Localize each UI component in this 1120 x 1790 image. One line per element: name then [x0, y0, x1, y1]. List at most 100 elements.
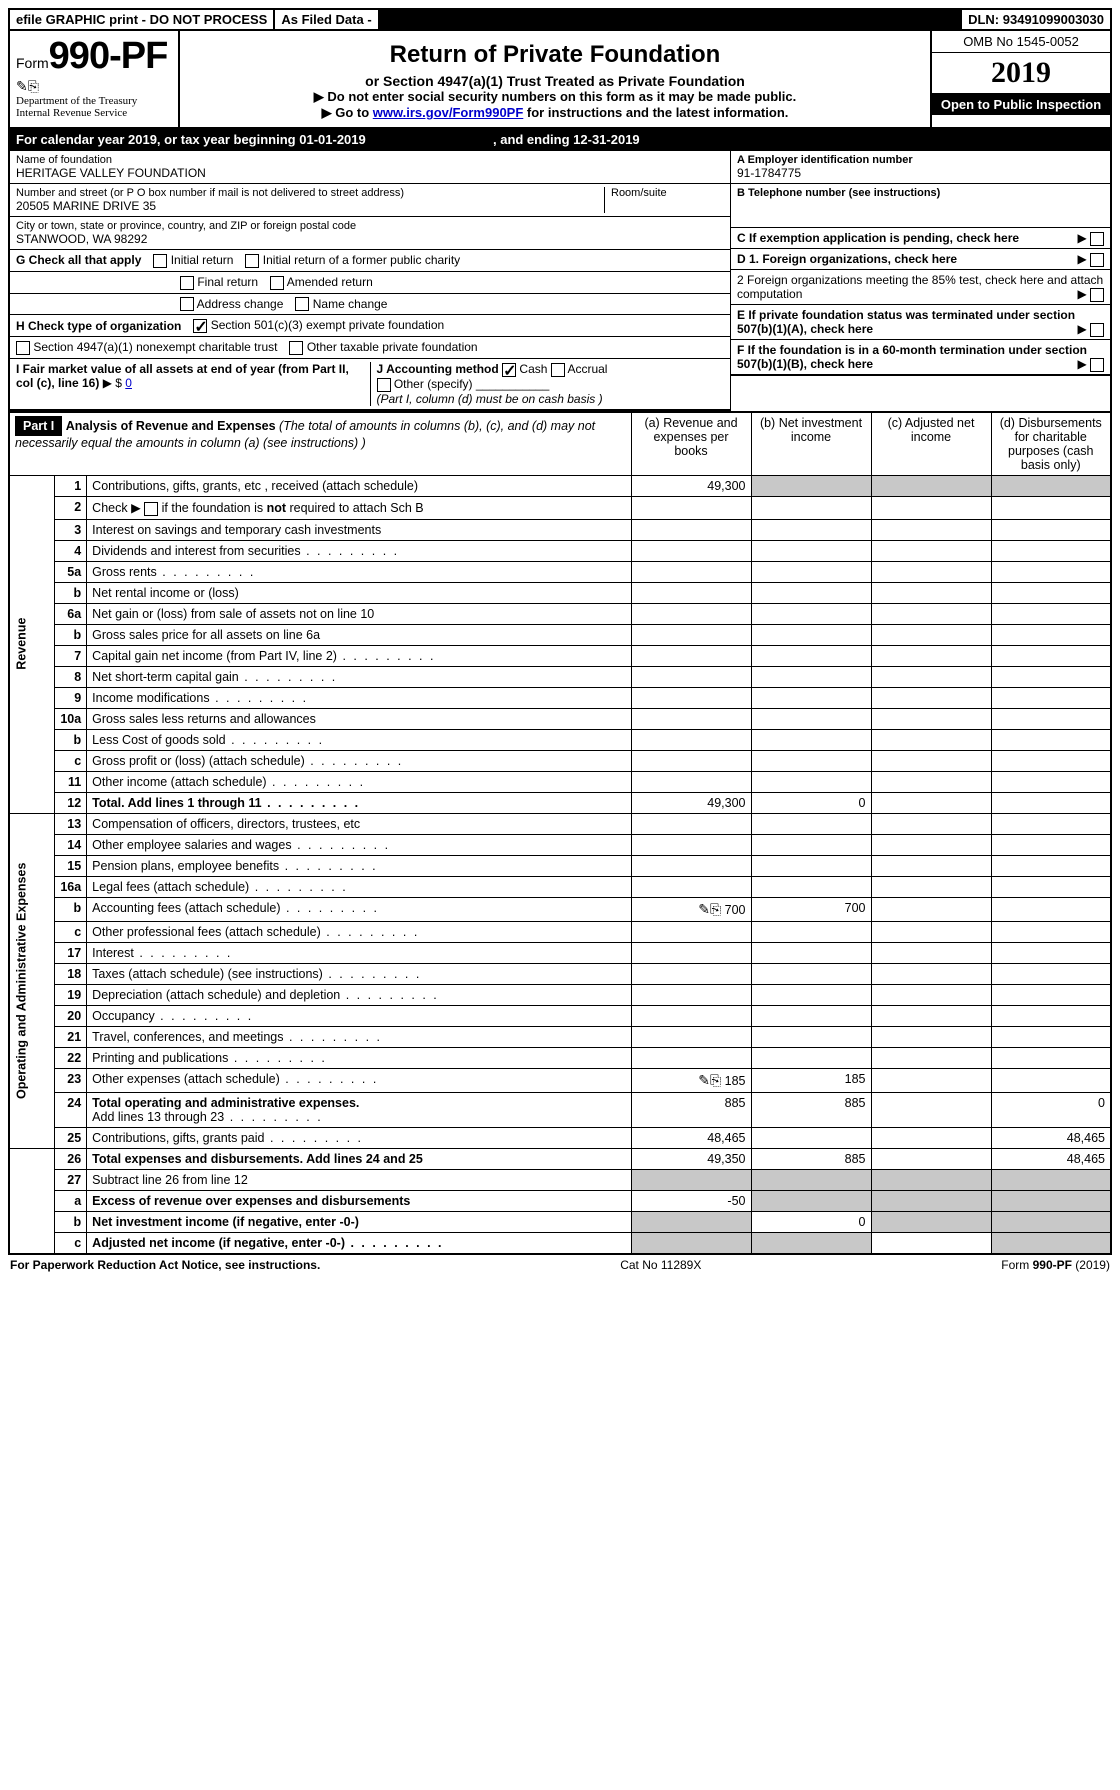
attachment-icon[interactable]: ✎⎘ — [698, 901, 721, 917]
calendar-year-row: For calendar year 2019, or tax year begi… — [8, 129, 1112, 151]
table-row: 18Taxes (attach schedule) (see instructi… — [9, 963, 1111, 984]
form-title: Return of Private Foundation — [186, 41, 924, 69]
address-row: Number and street (or P O box number if … — [10, 184, 730, 217]
table-row: aExcess of revenue over expenses and dis… — [9, 1190, 1111, 1211]
form-meta-block: OMB No 1545-0052 2019 Open to Public Ins… — [930, 31, 1110, 127]
checkbox-status-terminated[interactable] — [1090, 323, 1104, 337]
table-row: bNet investment income (if negative, ent… — [9, 1211, 1111, 1232]
dln: DLN: 93491099003030 — [962, 10, 1110, 29]
paperwork-notice: For Paperwork Reduction Act Notice, see … — [10, 1258, 320, 1272]
checkbox-amended[interactable] — [270, 276, 284, 290]
section-i-label: I Fair market value of all assets at end… — [16, 362, 349, 390]
form-id-block: Form990-PF ✎⎘ Department of the Treasury… — [10, 31, 180, 127]
attachment-icon[interactable]: ✎⎘ — [698, 1072, 721, 1088]
table-row: 5aGross rents — [9, 561, 1111, 582]
page-footer: For Paperwork Reduction Act Notice, see … — [8, 1255, 1112, 1275]
city-cell: City or town, state or province, country… — [10, 217, 730, 250]
checkbox-other-taxable[interactable] — [289, 341, 303, 355]
public-inspection: Open to Public Inspection — [932, 94, 1110, 115]
table-row: 7Capital gain net income (from Part IV, … — [9, 645, 1111, 666]
table-row: 16aLegal fees (attach schedule) — [9, 876, 1111, 897]
col-b-header: (b) Net investment income — [751, 412, 871, 476]
table-row: 24 Total operating and administrative ex… — [9, 1092, 1111, 1127]
section-j-note: (Part I, column (d) must be on cash basi… — [377, 392, 603, 406]
checkbox-4947a1[interactable] — [16, 341, 30, 355]
checkbox-name-change[interactable] — [295, 297, 309, 311]
checkbox-501c3[interactable] — [193, 319, 207, 333]
table-row: bLess Cost of goods sold — [9, 729, 1111, 750]
section-g-row2: Final return Amended return — [10, 272, 730, 294]
table-row: cAdjusted net income (if negative, enter… — [9, 1232, 1111, 1254]
checkbox-initial-former[interactable] — [245, 254, 259, 268]
section-d1: D 1. Foreign organizations, check here ▶ — [731, 249, 1110, 270]
form-header: Form990-PF ✎⎘ Department of the Treasury… — [8, 31, 1112, 129]
form-ref: Form 990-PF (2019) — [1001, 1258, 1110, 1272]
checkbox-exemption-pending[interactable] — [1090, 232, 1104, 246]
table-row: Operating and Administrative Expenses 13… — [9, 813, 1111, 834]
form-title-block: Return of Private Foundation or Section … — [180, 31, 930, 127]
instr-2: Go to www.irs.gov/Form990PF for instruct… — [186, 105, 924, 121]
checkbox-85pct[interactable] — [1090, 288, 1104, 302]
section-j-label: J Accounting method — [377, 362, 499, 376]
efile-notice: efile GRAPHIC print - DO NOT PROCESS — [10, 10, 275, 29]
street-address: 20505 MARINE DRIVE 35 — [16, 199, 604, 213]
checkbox-other-method[interactable] — [377, 378, 391, 392]
dept-irs: Internal Revenue Service — [16, 107, 172, 119]
form-prefix: Form — [16, 55, 49, 71]
checkbox-60month[interactable] — [1090, 358, 1104, 372]
table-row: 8Net short-term capital gain — [9, 666, 1111, 687]
checkbox-cash[interactable] — [502, 363, 516, 377]
section-c: C If exemption application is pending, c… — [731, 228, 1110, 249]
table-row: 10aGross sales less returns and allowanc… — [9, 708, 1111, 729]
section-d2: 2 Foreign organizations meeting the 85% … — [731, 270, 1110, 305]
table-row: bAccounting fees (attach schedule) ✎⎘ 70… — [9, 897, 1111, 921]
section-h: H Check type of organization Section 501… — [10, 315, 730, 337]
table-row: 3Interest on savings and temporary cash … — [9, 519, 1111, 540]
ein-cell: A Employer identification number 91-1784… — [731, 151, 1110, 184]
section-g-row3: Address change Name change — [10, 294, 730, 316]
expenses-section-label: Operating and Administrative Expenses — [9, 813, 55, 1148]
phone-cell: B Telephone number (see instructions) — [731, 184, 1110, 228]
checkbox-accrual[interactable] — [551, 363, 565, 377]
table-row: 21Travel, conferences, and meetings — [9, 1026, 1111, 1047]
attachment-icon[interactable]: ✎⎘ — [16, 78, 172, 95]
foundation-name-cell: Name of foundation HERITAGE VALLEY FOUND… — [10, 151, 730, 184]
as-filed: As Filed Data - — [275, 10, 379, 29]
checkbox-final-return[interactable] — [180, 276, 194, 290]
checkbox-schb[interactable] — [144, 502, 158, 516]
omb-number: OMB No 1545-0052 — [932, 31, 1110, 53]
table-row: 27Subtract line 26 from line 12 — [9, 1169, 1111, 1190]
table-row: bGross sales price for all assets on lin… — [9, 624, 1111, 645]
section-f: F If the foundation is in a 60-month ter… — [731, 340, 1110, 376]
table-row: 22Printing and publications — [9, 1047, 1111, 1068]
table-row: 6aNet gain or (loss) from sale of assets… — [9, 603, 1111, 624]
ein: 91-1784775 — [737, 166, 1104, 180]
foundation-name: HERITAGE VALLEY FOUNDATION — [16, 166, 724, 180]
table-row: 17Interest — [9, 942, 1111, 963]
identification-block: Name of foundation HERITAGE VALLEY FOUND… — [8, 151, 1112, 411]
table-row: Revenue 1Contributions, gifts, grants, e… — [9, 475, 1111, 496]
irs-link[interactable]: www.irs.gov/Form990PF — [373, 105, 524, 120]
checkbox-foreign-org[interactable] — [1090, 253, 1104, 267]
fmv-value: 0 — [125, 376, 132, 390]
section-e: E If private foundation status was termi… — [731, 305, 1110, 340]
topbar-spacer — [380, 10, 962, 29]
revenue-section-label: Revenue — [9, 475, 55, 813]
table-row: 25Contributions, gifts, grants paid 48,4… — [9, 1127, 1111, 1148]
table-row: 14Other employee salaries and wages — [9, 834, 1111, 855]
table-row: 20Occupancy — [9, 1005, 1111, 1026]
form-number: 990-PF — [49, 35, 168, 77]
city-state-zip: STANWOOD, WA 98292 — [16, 232, 724, 246]
section-g: G Check all that apply Initial return In… — [10, 250, 730, 272]
form-subtitle: or Section 4947(a)(1) Trust Treated as P… — [186, 73, 924, 89]
table-row: 26Total expenses and disbursements. Add … — [9, 1148, 1111, 1169]
table-row: cGross profit or (loss) (attach schedule… — [9, 750, 1111, 771]
checkbox-initial-return[interactable] — [153, 254, 167, 268]
table-row: 2Check ▶ if the foundation is not requir… — [9, 496, 1111, 519]
room-suite-label: Room/suite — [611, 187, 724, 199]
checkbox-address-change[interactable] — [180, 297, 194, 311]
instr-1: Do not enter social security numbers on … — [186, 89, 924, 105]
section-i-j: I Fair market value of all assets at end… — [10, 359, 730, 411]
table-row: cOther professional fees (attach schedul… — [9, 921, 1111, 942]
catalog-number: Cat No 11289X — [620, 1258, 701, 1272]
